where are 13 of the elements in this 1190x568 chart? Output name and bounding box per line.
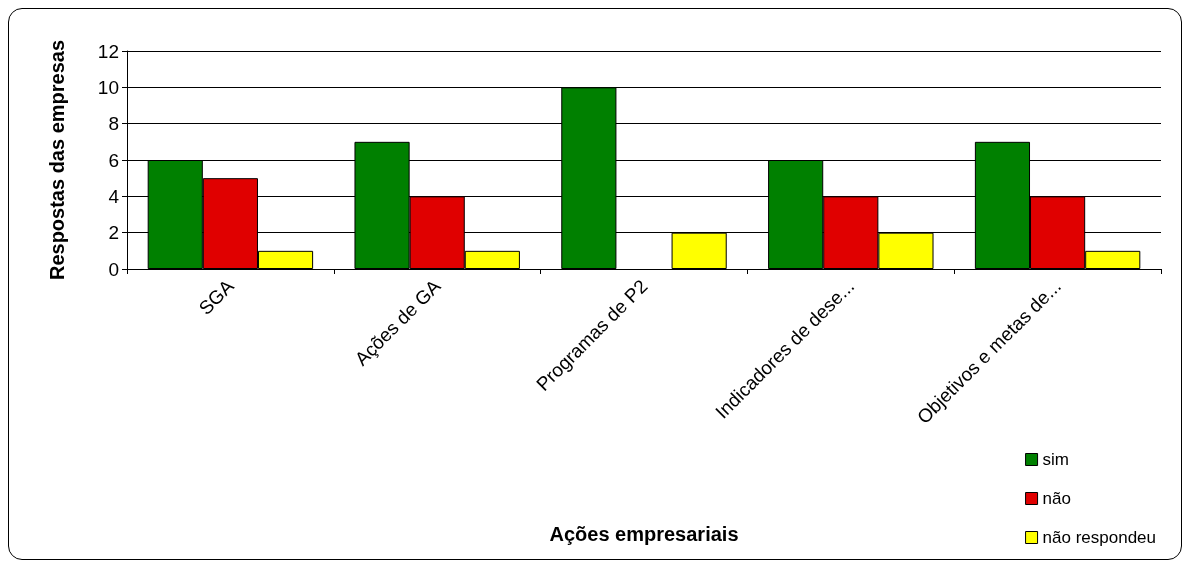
legend-label: não xyxy=(1042,489,1071,508)
y-tick-label: 4 xyxy=(108,185,120,207)
y-tick-label: 0 xyxy=(108,258,119,280)
y-tick-label: 6 xyxy=(108,149,119,171)
x-tick-label: SGA xyxy=(194,275,239,319)
y-tick-label: 12 xyxy=(97,40,119,62)
legend-label: não respondeu xyxy=(1042,528,1157,547)
legend-label: sim xyxy=(1042,450,1070,469)
y-tick-label: 10 xyxy=(97,76,119,98)
y-axis-title: Respostas das empresas xyxy=(46,39,68,281)
y-tick-label: 2 xyxy=(108,222,119,244)
y-tick-label: 8 xyxy=(108,113,119,135)
x-axis-title: Ações empresariais xyxy=(549,523,739,545)
